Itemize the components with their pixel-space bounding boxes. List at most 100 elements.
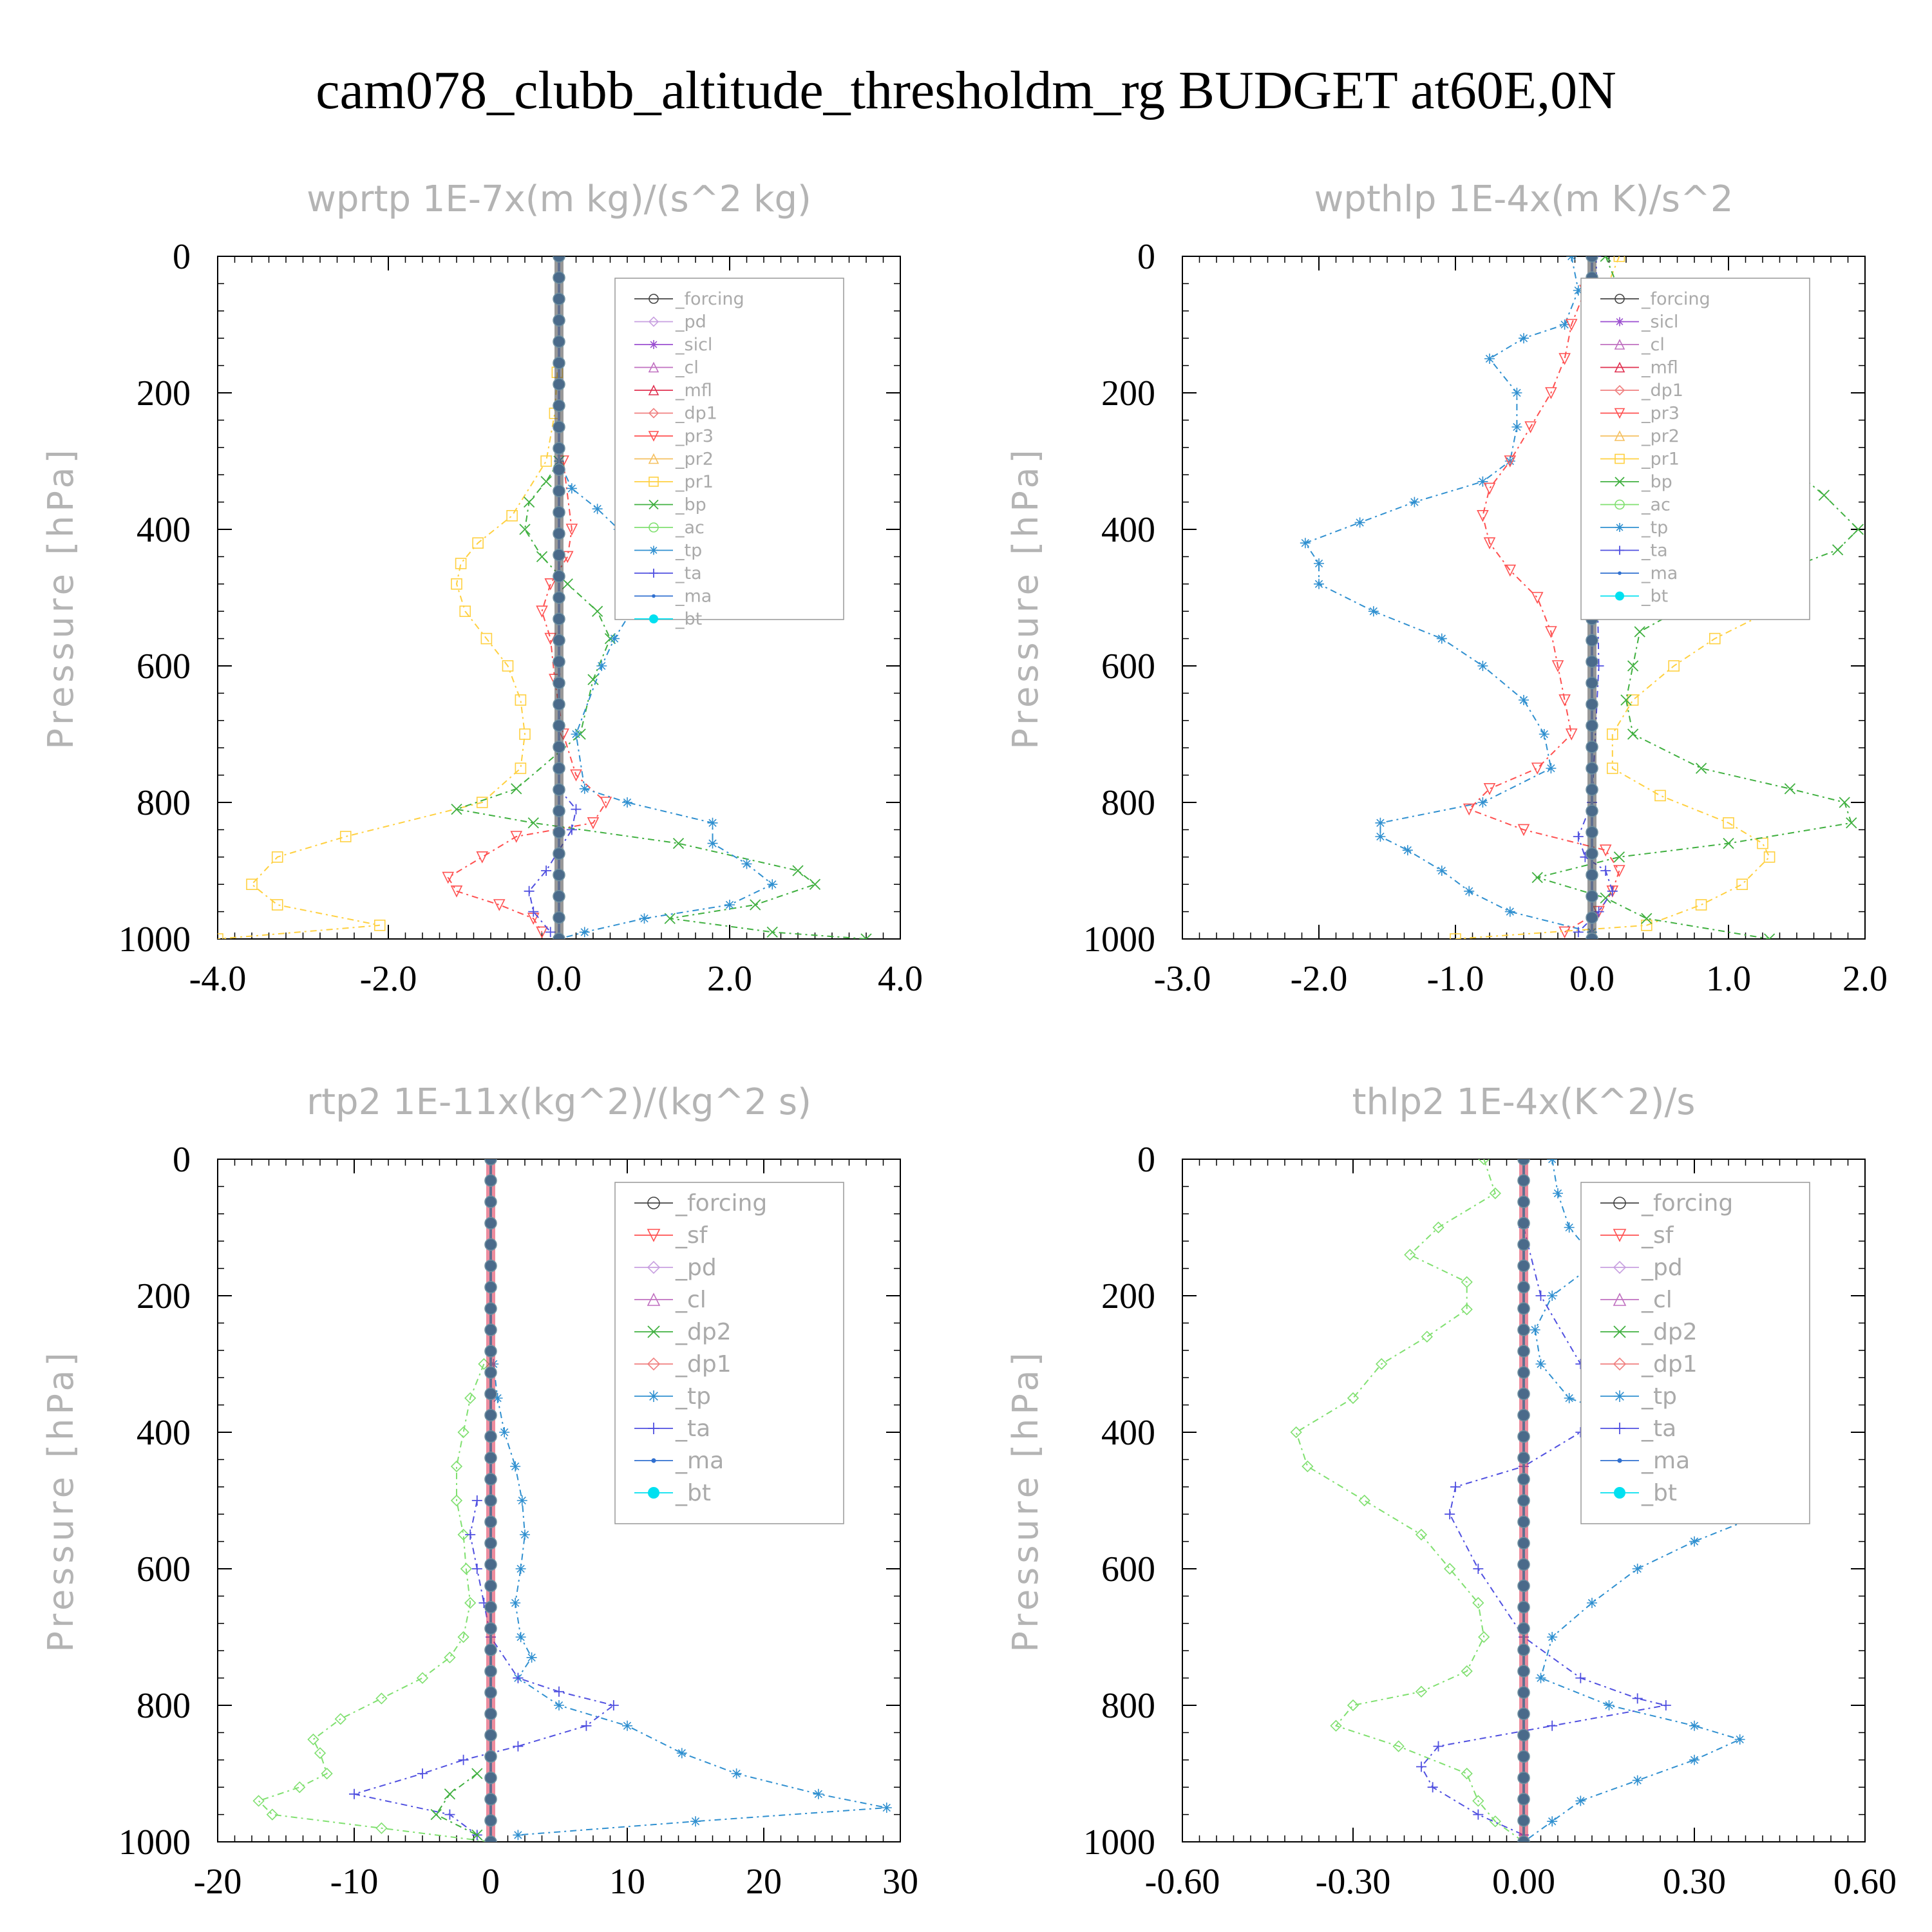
series-marker-pr3 [1463,803,1475,816]
forcing-marker [484,1814,497,1827]
series-marker-pr3 [1517,824,1530,837]
bt-marker [485,1345,497,1358]
bt-marker [1518,1159,1530,1165]
forcing-marker [553,826,565,839]
series-marker-pr1 [459,605,471,618]
series-marker-tp [1546,763,1557,773]
bt-marker [1518,1537,1530,1549]
series-marker-pr3 [587,817,600,829]
series-marker-dp2 [430,1808,442,1821]
forcing-marker [1517,1728,1530,1742]
series-marker-pr3 [1565,728,1578,741]
bt-marker [1586,656,1598,668]
bt-marker [485,1687,497,1699]
series-marker-tp [1477,797,1488,808]
bt-marker [1518,1238,1530,1251]
budget-panel-2: wpthlp 1E-4x(m K)/s^2 Pressure [hPa] 0 200 4… [1005,178,1888,999]
legend-label: _pr1 [1641,450,1680,469]
forcing-marker [553,591,565,604]
bt-marker [1586,848,1598,860]
legend-marker [1614,1423,1625,1434]
series-marker-ta [524,886,535,896]
bt-marker [1518,1516,1530,1528]
y-tick-label: 1000 [1083,1823,1155,1862]
series-marker-bp [1627,660,1639,672]
series-marker-pr1 [451,578,462,590]
legend-label: _forcing [1641,1190,1733,1217]
series-marker-dp1 [460,1562,472,1575]
forcing-marker [553,783,565,796]
y-tick-label: 200 [1101,1276,1155,1316]
series-marker-tp [1511,422,1522,432]
legend-marker [1614,408,1625,419]
forcing-marker [1586,762,1598,775]
legend-marker [1615,523,1624,532]
legend-box [1580,278,1810,620]
forcing-marker [553,314,565,327]
y-axis-label: Pressure [hPa] [1005,1349,1046,1652]
legend-label: _sicl [1641,312,1678,332]
x-tick-label: -20 [194,1862,242,1902]
series-marker-tp [515,1564,526,1574]
series-line-dp1 [1295,1159,1524,1842]
series-marker-dp1 [450,1494,463,1507]
legend-box [614,278,844,620]
forcing-marker [484,1280,497,1294]
bt-marker [485,1367,497,1379]
series-marker-tp [1477,476,1488,487]
series-marker-tp [520,1530,530,1540]
bt-marker [485,1238,497,1251]
series-layer [1290,1159,1797,1842]
series-marker-pr3 [570,769,582,782]
series-marker-bp [1723,837,1734,849]
legend-marker [1613,1197,1626,1209]
bt-marker [553,570,565,582]
series-marker-pr1 [339,831,352,842]
forcing-marker [553,741,565,753]
forcing-marker [1517,1259,1530,1273]
forcing-marker [484,1259,497,1273]
bt-marker [553,933,565,939]
bt-marker [1518,1601,1530,1613]
series-marker-ta [1427,1782,1438,1793]
series-marker-tp [1547,1816,1558,1827]
y-tick-label: 200 [137,374,191,413]
series-marker-pr1 [515,762,527,774]
series-marker-pr1 [1763,851,1776,863]
x-tick-label: 4.0 [878,959,923,999]
bt-marker [485,1452,497,1464]
x-tick-label: -0.60 [1145,1862,1220,1902]
series-marker-tp [1547,1159,1558,1164]
series-marker-ta [471,1495,482,1506]
series-marker-dp1 [1415,1685,1428,1698]
forcing-marker [1517,1494,1530,1507]
legend-marker [1614,339,1625,350]
x-tick-label: -0.30 [1316,1862,1391,1902]
bt-marker [485,1175,497,1187]
x-tick-label: -1.0 [1427,959,1484,999]
bt-marker [1586,741,1598,753]
series-marker-bp [1763,933,1776,939]
series-marker-ta [1433,1741,1444,1752]
series-marker-bp [1852,524,1864,535]
bt-marker [1586,762,1598,774]
forcing-marker [1517,1558,1530,1571]
series-marker-pr1 [1723,817,1734,829]
legend-marker [649,499,659,510]
forcing-marker [1517,1217,1530,1230]
bt-marker [1518,1196,1530,1208]
legend-marker [648,408,659,419]
forcing-marker [1517,1750,1530,1763]
forcing-marker [553,933,565,939]
bt-marker [1518,1814,1530,1826]
bt-marker [1518,1643,1530,1656]
series-marker-dp1 [252,1795,265,1807]
forcing-marker [484,1600,497,1614]
legend-marker [648,431,659,442]
bt-marker [1518,1302,1530,1314]
series-marker-bp [1846,817,1857,829]
forcing-marker [1517,1238,1530,1251]
legend-marker [649,614,658,623]
bt-marker [553,613,565,625]
bt-marker [485,1814,497,1826]
